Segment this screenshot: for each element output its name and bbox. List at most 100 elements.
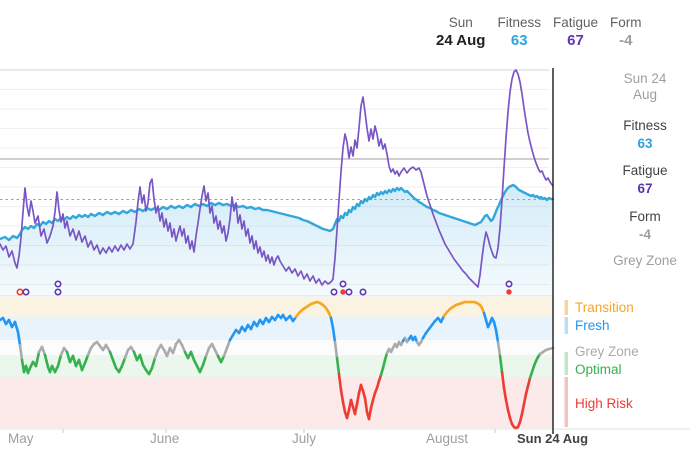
form-line-segment — [524, 384, 530, 396]
legend-item-fresh[interactable]: Fresh — [575, 318, 610, 333]
form-line-segment — [171, 342, 178, 355]
panel-fatigue-value: 67 — [637, 181, 653, 196]
event-marker-red-ring[interactable] — [16, 288, 24, 296]
legend-item-optimal[interactable]: Optimal — [575, 362, 622, 377]
form-line-segment — [520, 402, 526, 416]
header-fatigue: Fatigue 67 — [553, 14, 598, 50]
panel-fitness-label: Fitness — [623, 118, 667, 133]
event-marker-purple-ring[interactable] — [345, 288, 353, 296]
zone-band-grey-zone — [0, 340, 553, 355]
form-line-segment — [367, 406, 373, 421]
form-line-segment — [138, 353, 145, 367]
form-line-segment — [345, 408, 351, 420]
event-marker-red-dot[interactable] — [506, 289, 512, 295]
form-line-segment — [337, 372, 343, 392]
form-line — [0, 300, 555, 430]
header-fitness: Fitness 63 — [497, 14, 541, 50]
x-axis-label-sun-24-aug: Sun 24 Aug — [517, 431, 589, 446]
form-line-segment — [504, 398, 510, 412]
event-markers — [16, 280, 513, 296]
form-line-segment — [369, 398, 375, 410]
form-line-segment — [83, 353, 90, 365]
x-axis-label-august: August — [426, 431, 469, 446]
form-line-segment — [355, 391, 361, 406]
header-fatigue-label: Fatigue — [552, 15, 598, 30]
zone-band-optimal — [0, 355, 553, 377]
x-axis-label-june: June — [150, 431, 180, 446]
form-line-segment — [189, 350, 196, 362]
form-line-segment — [339, 388, 345, 404]
x-axis-label-july: July — [292, 431, 317, 446]
form-line-segment — [108, 350, 115, 362]
header-fatigue-value: 67 — [567, 32, 584, 49]
form-line-segment — [353, 402, 359, 416]
form-line-segment — [492, 320, 498, 332]
event-marker-purple-ring[interactable] — [359, 288, 367, 296]
form-line-segment — [201, 354, 208, 367]
event-marker-purple-ring[interactable] — [22, 288, 30, 296]
header-form: Form -4 — [610, 14, 642, 50]
zone-band-high-risk — [0, 377, 553, 428]
form-line-segment — [496, 340, 502, 358]
fatigue-line — [0, 69, 554, 288]
event-marker-red-dot[interactable] — [340, 289, 346, 295]
form-line-segment — [506, 408, 512, 420]
zone-band-transition — [0, 297, 553, 317]
form-line-segment — [104, 343, 112, 354]
header-fitness-value: 63 — [510, 32, 528, 49]
zone-band-fresh — [0, 316, 553, 340]
form-line-segment — [40, 345, 47, 357]
form-line-segment — [18, 343, 24, 362]
fitness-line — [0, 183, 555, 242]
header-date: Sun 24 Aug — [436, 14, 485, 50]
form-line-segment — [329, 316, 335, 330]
legend-item-grey-zone[interactable]: Grey Zone — [575, 344, 639, 359]
legend-strip-high-risk — [564, 377, 568, 427]
form-line-segment — [120, 356, 127, 368]
form-line-segment — [341, 400, 347, 414]
header-form-label: Form — [610, 15, 642, 30]
event-marker-purple-ring[interactable] — [339, 280, 347, 288]
form-line-segment — [518, 412, 524, 424]
legend-item-transition[interactable]: Transition — [575, 300, 634, 315]
legend-strip-optimal — [564, 352, 568, 375]
form-line-segment — [331, 326, 337, 344]
header-date-value: 24 Aug — [436, 32, 486, 49]
form-line-segment — [333, 340, 339, 360]
legend-item-high-risk[interactable]: High Risk — [575, 396, 633, 411]
event-marker-purple-ring[interactable] — [54, 288, 62, 296]
form-line-segment — [522, 392, 528, 406]
chart-header: Sun 24 Aug Fitness 63 Fatigue 67 Form -4 — [436, 14, 642, 50]
form-line-segment — [123, 348, 130, 360]
form-line-segment — [335, 356, 341, 376]
event-marker-purple-ring[interactable] — [54, 280, 62, 288]
form-line-segment — [526, 376, 532, 388]
legend-strip-transition — [564, 300, 568, 315]
header-date-label: Sun — [448, 15, 473, 30]
event-marker-purple-ring[interactable] — [505, 280, 513, 288]
panel-form-value: -4 — [638, 227, 651, 242]
panel-date: Sun 24 Aug — [623, 71, 667, 102]
form-line-segment — [43, 353, 50, 369]
form-line-segment — [222, 346, 229, 358]
form-line-segment — [363, 396, 369, 414]
form-line-segment — [153, 348, 160, 360]
form-line-segment — [56, 353, 63, 368]
form-line-segment — [111, 358, 118, 370]
form-line-segment — [13, 320, 20, 334]
legend-strip-fresh — [564, 317, 568, 334]
legend-strips — [564, 300, 568, 427]
form-line-segment — [498, 354, 504, 374]
fitness-area-fill — [0, 185, 553, 296]
event-marker-purple-ring[interactable] — [330, 288, 338, 296]
header-fitness-label: Fitness — [497, 15, 541, 30]
form-line-segment — [381, 358, 387, 370]
form-line-segment — [500, 370, 506, 390]
form-line-segment — [502, 386, 508, 402]
form-line-segment — [16, 330, 22, 347]
header-form-value: -4 — [619, 32, 633, 49]
form-line-segment — [494, 328, 500, 344]
panel-fitness-value: 63 — [637, 136, 653, 151]
